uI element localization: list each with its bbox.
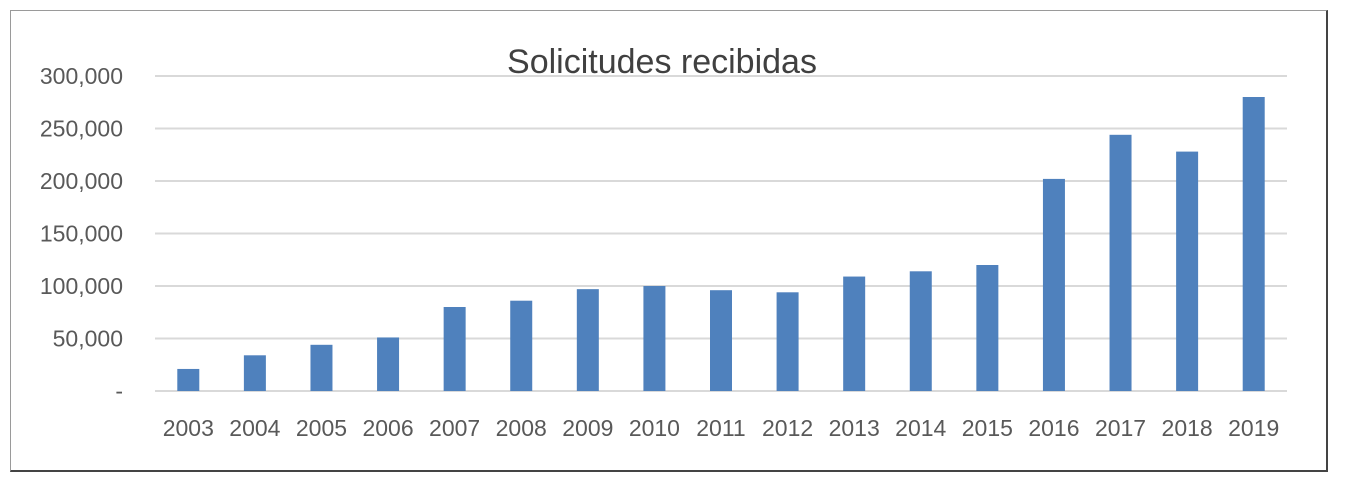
x-tick-label: 2010 [629, 415, 680, 441]
y-axis-ticks: - 50,000 100,000 150,000 200,000 250,000 300,0… [40, 63, 123, 404]
x-tick-label: 2012 [762, 415, 813, 441]
bar-2006 [377, 337, 400, 391]
y-tick-label: - [115, 378, 123, 404]
x-tick-label: 2014 [895, 415, 946, 441]
bar-2009 [576, 289, 599, 391]
y-tick-label: 150,000 [40, 221, 123, 247]
x-tick-label: 2007 [429, 415, 480, 441]
y-tick-label: 100,000 [40, 273, 123, 299]
x-tick-label: 2017 [1095, 415, 1146, 441]
bar-2008 [510, 300, 533, 391]
x-axis-ticks: 2003 2004 2005 2006 2007 2008 2009 2010 2011 2012… [163, 415, 1280, 441]
y-tick-label: 200,000 [40, 168, 123, 194]
chart-frame [10, 10, 1328, 472]
y-tick-label: 50,000 [53, 326, 123, 352]
bar-2007 [443, 307, 466, 391]
y-tick-label: 300,000 [40, 63, 123, 89]
bar-2005 [310, 344, 333, 391]
bar-2019 [1242, 97, 1265, 391]
bar-2016 [1042, 178, 1065, 391]
x-tick-label: 2009 [562, 415, 613, 441]
x-tick-label: 2003 [163, 415, 214, 441]
bar-2015 [976, 265, 999, 391]
bar-2010 [643, 286, 666, 391]
y-tick-label: 250,000 [40, 116, 123, 142]
x-tick-label: 2018 [1162, 415, 1213, 441]
bar-2013 [843, 276, 866, 391]
bar-2011 [710, 290, 732, 391]
x-tick-label: 2004 [229, 415, 280, 441]
bar-2012 [776, 292, 799, 391]
x-tick-label: 2006 [362, 415, 413, 441]
bar-2003 [177, 368, 200, 391]
x-tick-label: 2011 [696, 415, 745, 441]
bars [177, 97, 1265, 392]
x-tick-label: 2013 [829, 415, 880, 441]
chart-title: Solicitudes recibidas [507, 43, 817, 81]
gridlines [155, 75, 1287, 392]
x-tick-label: 2008 [496, 415, 547, 441]
x-tick-label: 2015 [962, 415, 1013, 441]
bar-2018 [1176, 151, 1199, 391]
x-tick-label: 2016 [1028, 415, 1079, 441]
bar-2004 [243, 355, 266, 391]
x-tick-label: 2005 [296, 415, 347, 441]
bar-2017 [1109, 134, 1132, 392]
x-tick-label: 2019 [1228, 415, 1279, 441]
bar-2014 [909, 271, 932, 391]
